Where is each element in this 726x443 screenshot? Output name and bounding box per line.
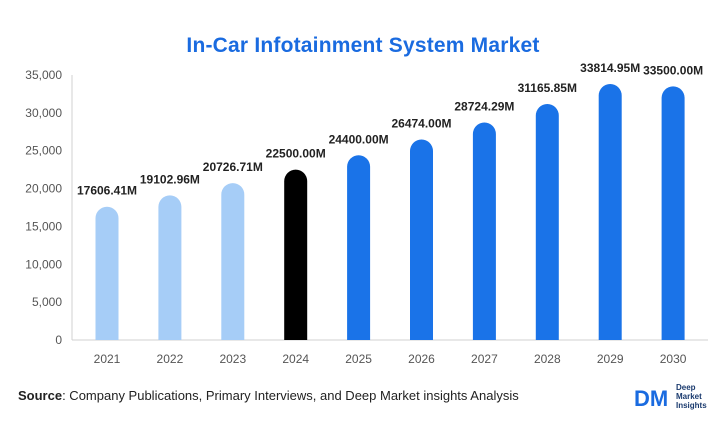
bar-2024 [284, 169, 308, 340]
x-tick-label-2021: 2021 [94, 352, 121, 366]
x-tick-label-2029: 2029 [597, 352, 624, 366]
x-tick-label-2022: 2022 [157, 352, 184, 366]
data-label-2027: 28724.29M [454, 100, 514, 114]
chart-title: In-Car Infotainment System Market [186, 34, 540, 57]
bar-2028 [535, 104, 559, 340]
bar-2025 [347, 155, 371, 340]
x-tick-label-2028: 2028 [534, 352, 561, 366]
x-tick-label-2026: 2026 [408, 352, 435, 366]
y-axis: 0 5,000 10,000 15,000 20,000 25,000 30,000 35,0… [25, 68, 708, 347]
logo-wordmark: Deep Market Insights [676, 383, 707, 410]
y-tick-label: 30,000 [25, 106, 62, 120]
bar-2023 [221, 183, 245, 340]
y-tick-label: 35,000 [25, 68, 62, 82]
bar-2027 [472, 122, 496, 341]
logo-line-1: Deep [676, 383, 696, 392]
y-tick-label: 0 [55, 333, 62, 347]
x-tick-label-2023: 2023 [219, 352, 246, 366]
bars [95, 83, 685, 341]
logo-line-2: Market [676, 392, 702, 401]
data-label-2025: 24400.00M [329, 132, 389, 146]
x-tick-label-2025: 2025 [345, 352, 372, 366]
data-labels: 17606.41M19102.96M20726.71M22500.00M2440… [77, 61, 703, 198]
bar-2029 [598, 83, 622, 340]
y-tick-label: 20,000 [25, 182, 62, 196]
bar-2026 [410, 139, 433, 340]
logo-line-3: Insights [676, 401, 707, 410]
data-label-2026: 26474.00M [391, 117, 451, 131]
data-label-2021: 17606.41M [77, 184, 137, 198]
bar-chart: 0 5,000 10,000 15,000 20,000 25,000 30,000 35,0… [25, 61, 708, 366]
y-tick-label: 25,000 [25, 144, 62, 158]
x-tick-label-2024: 2024 [282, 352, 309, 366]
data-label-2028: 31165.85M [518, 81, 577, 95]
source-note: Source: Company Publications, Primary In… [18, 388, 519, 403]
bar-2022 [158, 195, 182, 340]
bar-2021 [95, 206, 119, 340]
source-label: Source [18, 388, 63, 403]
x-tick-label-2027: 2027 [471, 352, 498, 366]
y-tick-label: 15,000 [25, 219, 62, 233]
dm-logo-icon: DM [634, 386, 668, 410]
source-text: : Company Publications, Primary Intervie… [62, 388, 519, 403]
data-label-2024: 22500.00M [266, 147, 326, 161]
y-tick-label: 5,000 [32, 295, 62, 309]
logo-mark: DM [634, 386, 668, 410]
data-label-2023: 20726.71M [203, 160, 263, 174]
bar-2030 [661, 86, 685, 340]
data-label-2030: 33500.00M [643, 63, 703, 77]
company-logo: DM Deep Market Insights [634, 383, 707, 410]
x-tick-label-2030: 2030 [660, 352, 687, 366]
x-axis: 2021 2022 2023 2024 2025 2026 2027 2028 2029 2030 [94, 352, 687, 366]
data-label-2029: 33814.95M [580, 61, 640, 75]
data-label-2022: 19102.96M [140, 172, 200, 186]
y-tick-label: 10,000 [25, 257, 62, 271]
